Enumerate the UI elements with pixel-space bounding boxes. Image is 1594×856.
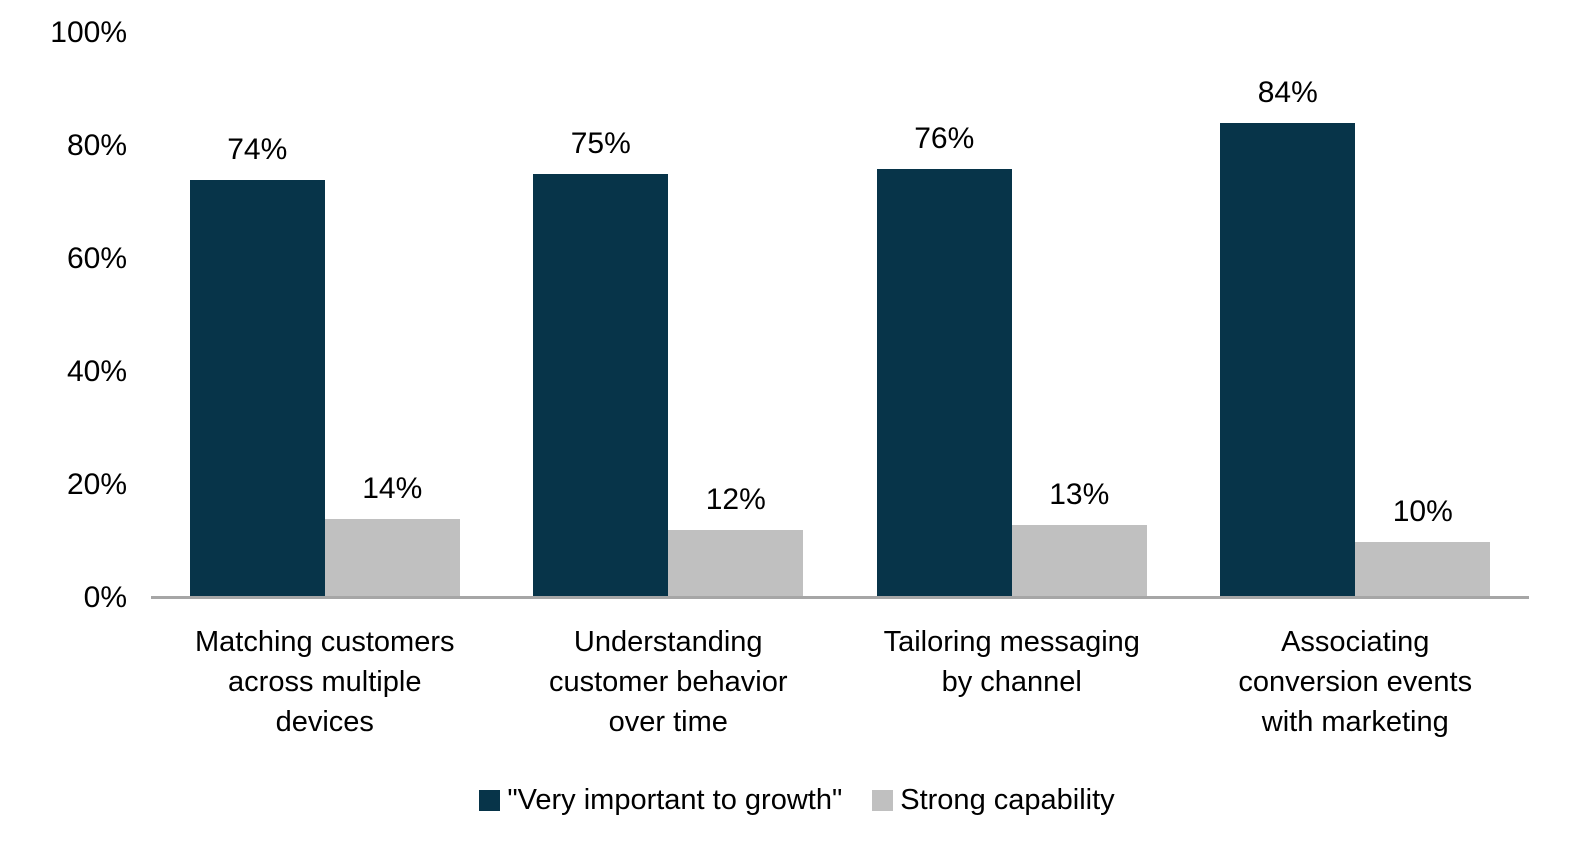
- bar-strong-capability: 12%: [668, 485, 804, 598]
- bar-value-label: 10%: [1392, 494, 1453, 528]
- category-label: Matching customers across multiple devic…: [195, 626, 455, 738]
- legend-label: "Very important to growth": [507, 784, 843, 816]
- x-axis-line: [151, 596, 1529, 599]
- bar-value-label: 74%: [227, 132, 288, 166]
- legend-item: "Very important to growth": [479, 780, 842, 820]
- bar-value-label: 76%: [914, 121, 975, 155]
- bar-value-label: 12%: [705, 483, 766, 517]
- y-tick-label: 20%: [66, 468, 127, 501]
- legend-swatch-icon: [479, 789, 501, 811]
- category-label: Tailoring messaging by channel: [883, 626, 1140, 698]
- y-tick-label: 40%: [66, 355, 127, 388]
- bar-strong-capability: 10%: [1355, 496, 1491, 598]
- plot-area: 74% 14% 75% 12% 76% 13% 84% 10%: [153, 33, 1527, 598]
- y-tick-label: 80%: [66, 129, 127, 162]
- y-tick-label: 100%: [50, 16, 127, 49]
- bar-strong-capability: 14%: [324, 473, 460, 598]
- y-axis: 100% 80% 60% 40% 20% 0%: [0, 0, 127, 856]
- legend-item: Strong capability: [872, 780, 1115, 820]
- legend-swatch-icon: [872, 789, 894, 811]
- bar-very-important: 75%: [533, 129, 669, 598]
- x-axis-labels: Matching customers across multiple devic…: [153, 622, 1527, 742]
- bar-value-label: 75%: [570, 127, 631, 161]
- bar-group: 84% 10%: [1184, 33, 1528, 598]
- y-tick-label: 0%: [83, 581, 127, 614]
- y-tick-label: 60%: [66, 242, 127, 275]
- legend-label: Strong capability: [900, 784, 1115, 816]
- bar-very-important: 76%: [876, 123, 1012, 598]
- bar-value-label: 84%: [1257, 76, 1318, 110]
- bar-value-label: 14%: [362, 471, 423, 505]
- category-label: Associating conversion events with marke…: [1238, 626, 1473, 738]
- bar-very-important: 84%: [1220, 78, 1356, 598]
- bar-group: 76% 13%: [840, 33, 1184, 598]
- bar-very-important: 74%: [189, 134, 325, 598]
- category-label: Understanding customer behavior over tim…: [548, 626, 788, 738]
- bar-group: 74% 14%: [153, 33, 497, 598]
- legend: "Very important to growth" Strong capabil…: [0, 780, 1594, 820]
- bar-value-label: 13%: [1049, 477, 1110, 511]
- bar-strong-capability: 13%: [1011, 479, 1147, 598]
- bar-group: 75% 12%: [497, 33, 841, 598]
